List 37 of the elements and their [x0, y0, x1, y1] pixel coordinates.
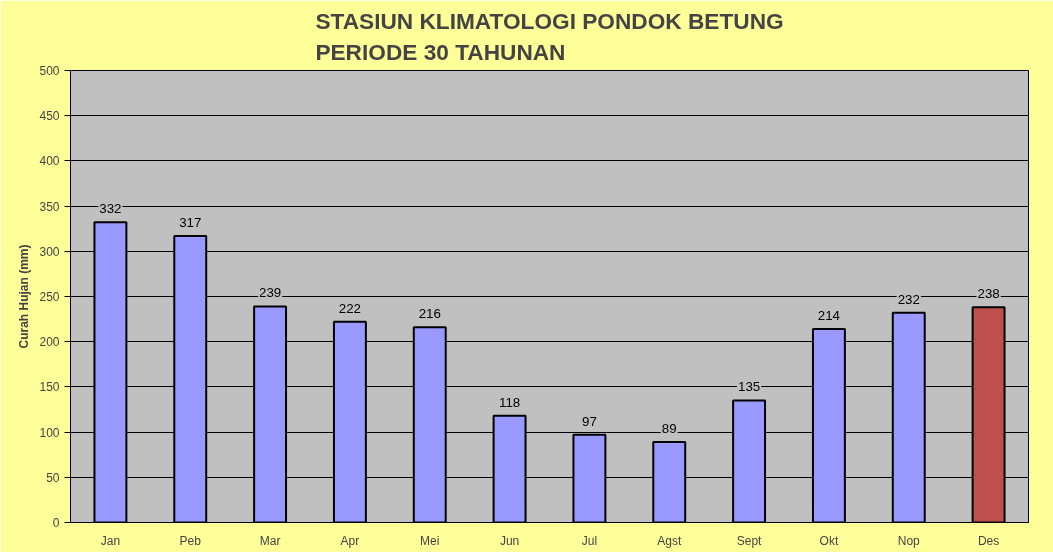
- x-tick-label: Mei: [420, 533, 440, 548]
- y-tick-label: 250: [39, 290, 60, 304]
- chart-title: STASIUN KLIMATOLOGI PONDOK BETUNG PERIODE 30 TAHUNAN: [315, 8, 784, 66]
- data-label: 118: [498, 394, 521, 410]
- y-tick-label: 450: [39, 109, 60, 124]
- data-label: 216: [418, 306, 441, 322]
- x-tick-label: Nop: [897, 533, 921, 548]
- data-label: 332: [99, 201, 122, 217]
- x-tick-label: Peb: [179, 533, 202, 548]
- y-tick-label: 200: [39, 335, 60, 350]
- x-tick-label: Agst: [657, 533, 682, 548]
- x-tick-label: Jan: [100, 533, 121, 548]
- data-label: 89: [661, 421, 677, 437]
- y-tick-label: 350: [39, 199, 60, 214]
- y-tick-label: 400: [39, 154, 60, 169]
- data-label: 97: [582, 413, 597, 429]
- data-label: 135: [737, 379, 761, 395]
- y-tick-label: 100: [39, 425, 60, 440]
- x-tick-label: Okt: [819, 533, 839, 548]
- x-tick-label: Sept: [736, 533, 763, 548]
- x-tick-label: Jul: [581, 533, 598, 548]
- y-tick-label: 50: [46, 470, 60, 485]
- y-axis-title: Curah Hujan (mm): [17, 244, 32, 349]
- y-tick-label: 0: [52, 516, 60, 530]
- x-tick-label: Jun: [499, 533, 520, 548]
- x-tick-label: Des: [977, 533, 1000, 548]
- data-label: 238: [977, 286, 1000, 302]
- x-tick-label: Mar: [259, 533, 281, 548]
- data-label: 317: [179, 214, 202, 230]
- y-tick-label: 500: [39, 64, 60, 78]
- x-tick-label: Apr: [340, 533, 360, 548]
- data-label: 222: [338, 300, 362, 316]
- y-tick-label: 300: [39, 244, 60, 259]
- data-label: 232: [897, 291, 920, 307]
- data-label: 214: [817, 308, 841, 324]
- y-tick-label: 150: [39, 380, 60, 395]
- data-label: 239: [258, 285, 282, 301]
